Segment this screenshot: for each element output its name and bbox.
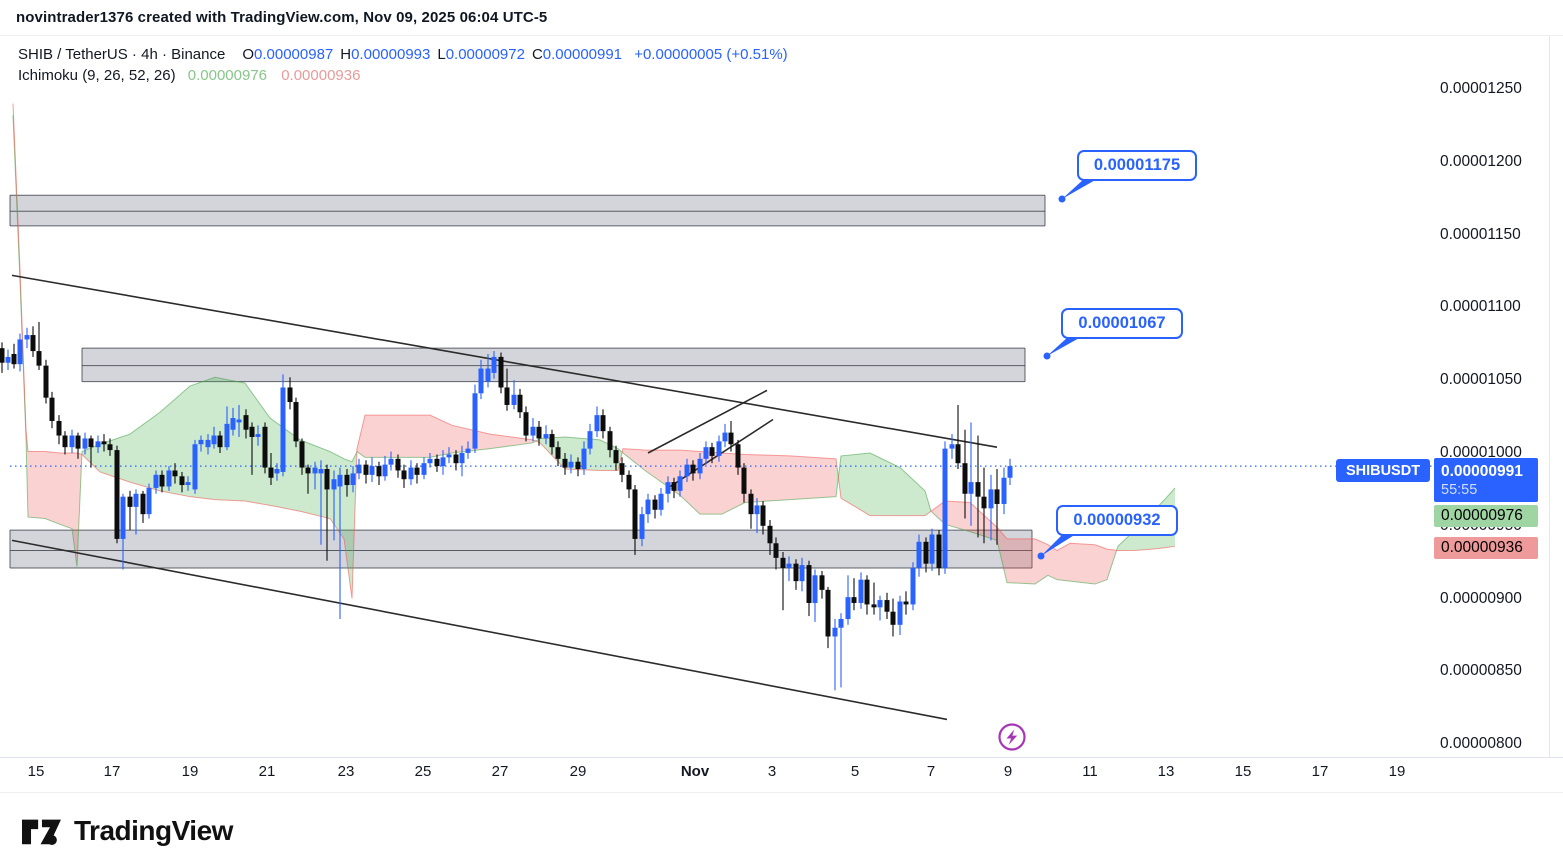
- indicator-title[interactable]: Ichimoku (9, 26, 52, 26): [18, 67, 176, 84]
- attribution-bar: novintrader1376 created with TradingView…: [0, 0, 1563, 36]
- time-axis-label: 19: [1388, 763, 1406, 780]
- time-axis-label: 27: [491, 763, 509, 780]
- time-axis-label: 17: [1311, 763, 1329, 780]
- price-axis-label: 0.00001100: [1440, 298, 1521, 316]
- legend: SHIB / TetherUS · 4h · Binance O0.0000098…: [18, 44, 788, 86]
- tradingview-logo-text: TradingView: [74, 815, 233, 846]
- change-value: +0.00000005 (+0.51%): [634, 46, 788, 63]
- ohlc-key: C: [531, 46, 543, 63]
- callout-anchor-dot: [1037, 552, 1045, 560]
- attribution-text: novintrader1376 created with TradingView…: [16, 9, 548, 26]
- time-axis-label: 7: [926, 763, 936, 780]
- time-axis-label: 11: [1082, 763, 1098, 780]
- ohlc-values: O0.00000987 H0.00000993 L0.00000972 C0.0000…: [235, 46, 622, 63]
- tradingview-logo-icon: [22, 819, 61, 845]
- price-axis-label: 0.00000850: [1440, 662, 1522, 680]
- spanB-price-box: 0.00000936: [1434, 537, 1538, 559]
- callout-tail: [1041, 534, 1076, 556]
- callout-tail: [1047, 337, 1081, 356]
- time-axis-label: 21: [258, 763, 276, 780]
- lightning-marker-icon[interactable]: [996, 721, 1028, 758]
- bottom-separator: [0, 792, 1563, 793]
- candlestick-series: [0, 321, 1013, 691]
- ichimoku-cloud: [12, 103, 1176, 599]
- indicator-spanA-value: 0.00000976: [187, 67, 268, 84]
- time-axis-label: 15: [27, 763, 45, 780]
- time-axis-label: 15: [1234, 763, 1252, 780]
- ohlc-key: L: [437, 46, 446, 63]
- time-axis-label: 23: [337, 763, 355, 780]
- trendlines[interactable]: [11, 274, 998, 721]
- chart-canvas[interactable]: [0, 0, 1563, 758]
- price-axis-label: 0.00000800: [1440, 735, 1522, 753]
- time-axis-label: 9: [1003, 763, 1013, 780]
- price-callout-1067[interactable]: 0.00001067: [1061, 308, 1183, 339]
- callout-tail: [1062, 179, 1097, 199]
- indicator-row: Ichimoku (9, 26, 52, 26) 0.00000976 0.00…: [18, 65, 788, 86]
- price-axis-label: 0.00001000: [1440, 444, 1522, 461]
- ohlc-value: 0.00000993: [351, 46, 431, 63]
- indicator-spanB-value: 0.00000936: [281, 67, 361, 84]
- last-price-value: 0.00000991: [1441, 462, 1523, 480]
- time-axis-separator: [0, 757, 1563, 758]
- price-axis-label: 0.00001200: [1440, 152, 1522, 170]
- symbol-title[interactable]: SHIB / TetherUS · 4h · Binance: [18, 46, 226, 63]
- price-axis-label: 0.00001250: [1440, 80, 1522, 97]
- ohlc-key: O: [242, 46, 254, 63]
- ohlc-value: 0.00000991: [542, 46, 623, 63]
- bar-countdown: 55:55: [1441, 481, 1478, 498]
- callout-anchor-dot: [1043, 352, 1051, 360]
- time-axis-label: 3: [767, 763, 777, 780]
- time-axis-label: 17: [103, 763, 121, 780]
- tradingview-logo[interactable]: TradingView: [20, 812, 233, 850]
- price-callout-1175[interactable]: 0.00001175: [1077, 150, 1197, 181]
- symbol-row: SHIB / TetherUS · 4h · Binance O0.0000098…: [18, 44, 788, 65]
- time-axis-label: 25: [414, 763, 432, 780]
- price-axis-label: 0.00000900: [1440, 589, 1522, 607]
- time-axis-label: 5: [850, 763, 860, 780]
- ohlc-value: 0.00000972: [445, 46, 525, 63]
- last-price-box: 0.00000991 55:55: [1434, 458, 1538, 502]
- time-axis-label: 13: [1157, 763, 1175, 780]
- spanA-price-box: 0.00000976: [1434, 505, 1538, 527]
- price-callout-0932[interactable]: 0.00000932: [1056, 505, 1178, 536]
- supply-demand-zones[interactable]: [9, 194, 1046, 569]
- time-axis-label: 29: [569, 763, 587, 780]
- price-axis-label: 0.00001050: [1440, 371, 1522, 389]
- symbol-price-line-label[interactable]: SHIBUSDT: [1336, 459, 1430, 482]
- price-axis-label: 0.00001150: [1440, 225, 1521, 243]
- time-axis-label: Nov: [680, 763, 710, 780]
- ohlc-key: H: [340, 46, 352, 63]
- time-axis-label: 19: [181, 763, 199, 780]
- ohlc-value: 0.00000987: [254, 46, 334, 63]
- price-scale-separator: [1549, 36, 1550, 757]
- callout-anchor-dot: [1058, 195, 1066, 203]
